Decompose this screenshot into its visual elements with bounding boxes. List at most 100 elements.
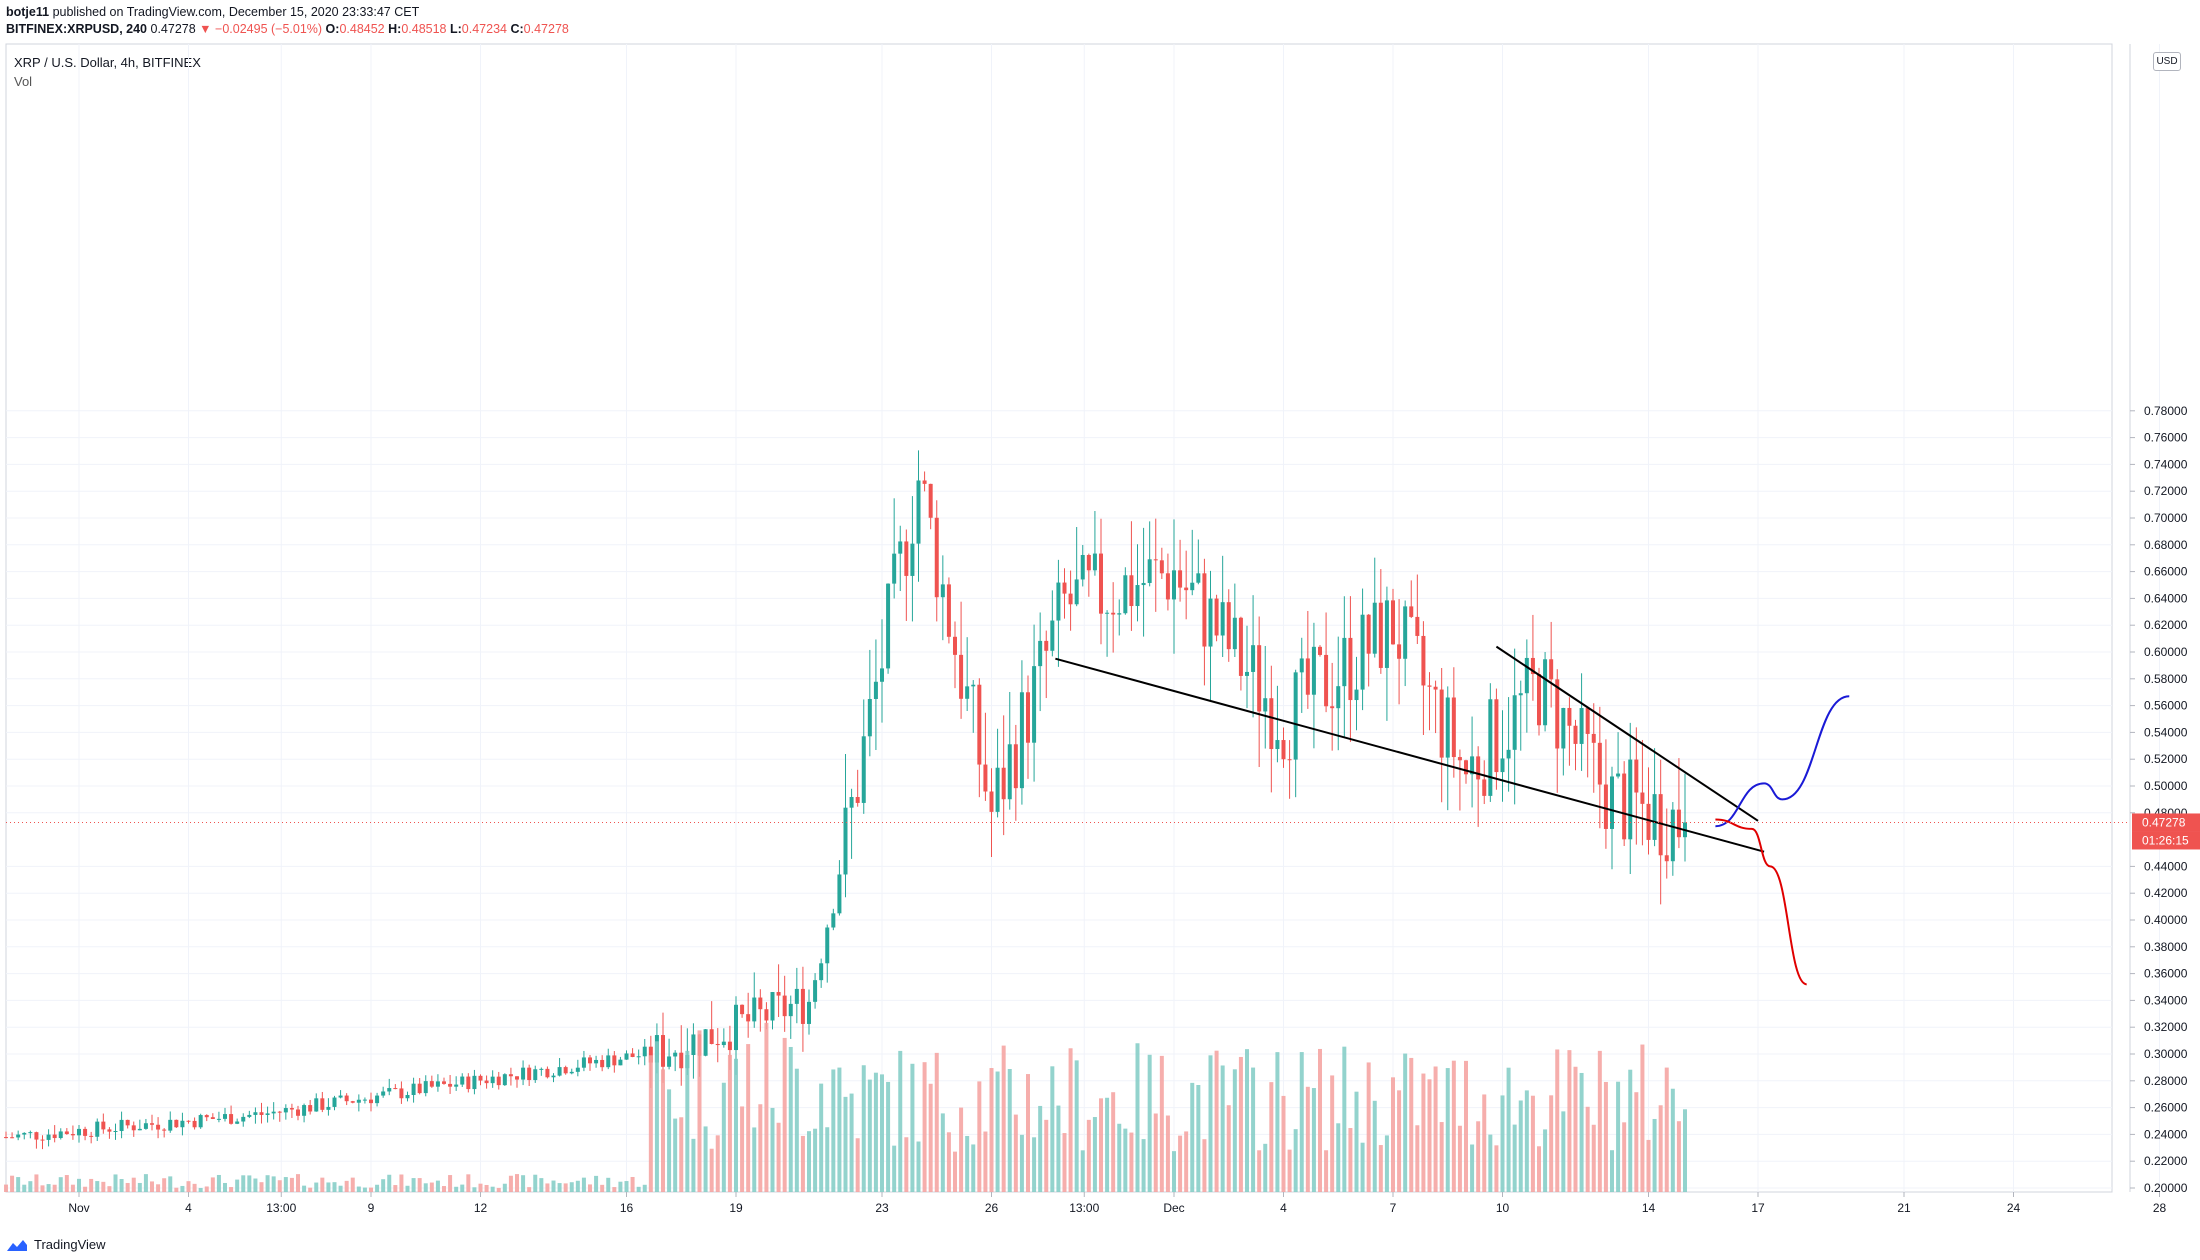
candle-body — [1585, 708, 1590, 734]
volume-bar — [460, 1184, 465, 1192]
volume-bar — [953, 1151, 957, 1192]
bullish-path-drawing[interactable] — [1715, 695, 1850, 828]
volume-bar — [95, 1181, 100, 1192]
candle-body — [95, 1121, 100, 1137]
volume-bar — [490, 1186, 495, 1192]
volume-bar — [934, 1052, 939, 1192]
open-label: O: — [325, 22, 340, 36]
time-tick-label: 28 — [2153, 1201, 2167, 1215]
candle-body — [910, 543, 915, 576]
volume-bar — [83, 1186, 88, 1192]
volume-bar — [752, 1127, 757, 1192]
candle-body — [1062, 582, 1067, 594]
volume-legend[interactable]: Vol — [14, 74, 33, 89]
candle-body — [819, 963, 824, 981]
volume-bar — [843, 1096, 848, 1192]
candle-body — [1026, 692, 1030, 743]
volume-bar — [1232, 1069, 1237, 1192]
candle-body — [162, 1129, 167, 1131]
candle-body — [1622, 773, 1627, 840]
candle-body — [174, 1119, 179, 1128]
candle-body — [466, 1076, 471, 1090]
trendline-drawing[interactable] — [1055, 657, 1765, 853]
candle-body — [1664, 855, 1669, 862]
volume-bar — [174, 1187, 179, 1192]
volume-bar — [667, 1089, 672, 1192]
volume-bar — [867, 1079, 872, 1192]
candle-body — [1092, 553, 1097, 571]
candle-body — [375, 1095, 380, 1104]
candle-body — [1482, 779, 1487, 796]
volume-bar — [1494, 1145, 1499, 1192]
candle-body — [1433, 686, 1438, 690]
last-price-tag — [2132, 813, 2200, 832]
candle-body — [387, 1088, 392, 1092]
volume-bar — [1013, 1114, 1018, 1192]
candle-body — [691, 1034, 696, 1056]
volume-bar — [1427, 1079, 1432, 1192]
price-change: −0.02495 (−5.01%) — [215, 22, 323, 36]
price-tick-label: 0.42000 — [2144, 886, 2188, 900]
volume-bar — [1123, 1128, 1128, 1192]
volume-bar — [886, 1081, 891, 1192]
bearish-path-drawing[interactable] — [1715, 818, 1808, 986]
volume-bar — [1105, 1097, 1110, 1192]
candle-body — [1646, 803, 1651, 840]
volume-bar — [1135, 1043, 1140, 1192]
currency-button[interactable]: USD — [2153, 52, 2181, 71]
candle-body — [131, 1125, 136, 1131]
volume-bar — [326, 1182, 331, 1192]
volume-bar — [545, 1183, 550, 1192]
candle-body — [289, 1108, 294, 1110]
volume-bar — [393, 1185, 398, 1192]
candle-body — [302, 1105, 307, 1116]
trendline-drawing[interactable] — [1495, 645, 1759, 822]
author-name[interactable]: botje11 — [6, 5, 50, 19]
volume-bar — [1080, 1150, 1085, 1192]
volume-bar — [4, 1184, 8, 1192]
candle-body — [1457, 757, 1462, 761]
candle-body — [630, 1053, 635, 1058]
candle-body — [150, 1123, 154, 1125]
candle-body — [192, 1120, 197, 1128]
chart-title[interactable]: XRP / U.S. Dollar, 4h, BITFINEX — [14, 55, 201, 70]
volume-bar — [1117, 1123, 1122, 1192]
candle-body — [1032, 666, 1037, 743]
volume-bar — [1391, 1077, 1395, 1192]
tradingview-logo[interactable]: TradingView — [6, 1237, 106, 1252]
candle-body — [898, 541, 903, 554]
volume-bar — [910, 1063, 915, 1192]
candle-body — [764, 1009, 769, 1021]
price-tick-label: 0.60000 — [2144, 645, 2188, 659]
candle-body — [1147, 559, 1152, 583]
candle-body — [831, 913, 836, 928]
volume-bar — [1555, 1049, 1560, 1192]
volume-bar — [770, 1107, 775, 1192]
volume-bar — [1567, 1050, 1572, 1192]
candle-body — [28, 1132, 33, 1134]
candle-body — [508, 1074, 513, 1077]
candle-body — [143, 1123, 148, 1129]
volume-bar — [1415, 1125, 1420, 1192]
volume-bar — [892, 1145, 897, 1192]
candle-body — [715, 1043, 720, 1046]
candle-body — [1579, 708, 1584, 744]
close-value: 0.47278 — [523, 22, 569, 36]
volume-bar — [1610, 1150, 1614, 1192]
candle-body — [867, 698, 872, 737]
volume-bar — [1159, 1055, 1164, 1192]
candle-body — [782, 995, 787, 1017]
volume-bar — [673, 1118, 678, 1192]
volume-bar — [1324, 1150, 1329, 1192]
candle-body — [496, 1076, 501, 1086]
candle-body — [1007, 744, 1012, 800]
candle-body — [807, 1001, 811, 1024]
volume-bar — [229, 1187, 234, 1192]
volume-bar — [1141, 1139, 1146, 1192]
volume-bar — [338, 1185, 343, 1192]
volume-bar — [143, 1174, 148, 1192]
volume-bar — [837, 1067, 842, 1192]
time-tick-label: 4 — [185, 1201, 192, 1215]
volume-bar — [1464, 1060, 1468, 1192]
